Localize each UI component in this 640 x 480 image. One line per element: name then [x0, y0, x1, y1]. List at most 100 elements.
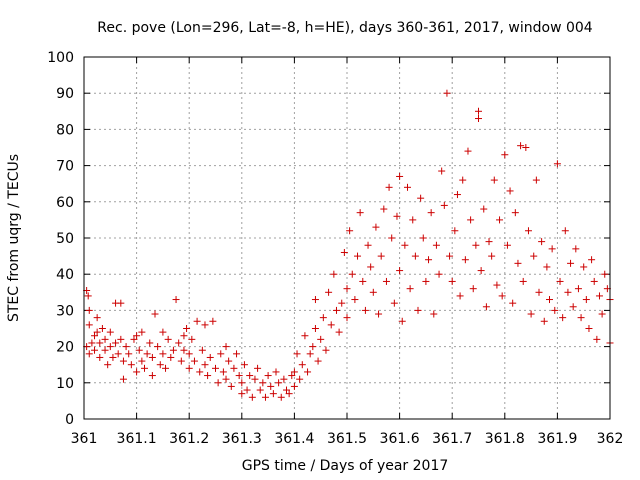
- data-point: [93, 328, 101, 336]
- data-point: [456, 292, 464, 300]
- data-point: [185, 350, 193, 358]
- data-point: [309, 343, 317, 351]
- x-tick-label: 361.5: [327, 431, 367, 447]
- data-point: [519, 277, 527, 285]
- data-point: [506, 187, 514, 195]
- data-point: [201, 321, 209, 329]
- data-point: [169, 346, 177, 354]
- y-tick-label: 60: [56, 195, 74, 211]
- y-tick-label: 90: [56, 86, 74, 102]
- x-tick-label: 361: [71, 431, 98, 447]
- data-point: [91, 332, 99, 340]
- data-point: [503, 241, 511, 249]
- data-point: [272, 368, 280, 376]
- data-point: [138, 328, 146, 336]
- data-point: [138, 357, 146, 365]
- x-tick-label: 361.4: [274, 431, 314, 447]
- data-point: [393, 212, 401, 220]
- data-point: [390, 299, 398, 307]
- data-point: [240, 361, 248, 369]
- data-point: [477, 267, 485, 275]
- data-point: [106, 328, 114, 336]
- data-point: [85, 321, 93, 329]
- data-point: [364, 241, 372, 249]
- data-point: [91, 346, 99, 354]
- data-point: [385, 183, 393, 191]
- data-point: [417, 194, 425, 202]
- data-point: [538, 238, 546, 246]
- y-tick-label: 50: [56, 231, 74, 247]
- data-point: [346, 227, 354, 235]
- data-point: [193, 317, 201, 325]
- data-point: [117, 335, 125, 343]
- data-point: [380, 205, 388, 213]
- data-point: [201, 361, 209, 369]
- x-tick-labels: 361 361.1 361.2 361.3 361.4 361.5 361.6 361.7 36…: [71, 431, 624, 447]
- data-point: [214, 379, 222, 387]
- data-point: [485, 238, 493, 246]
- data-point: [264, 372, 272, 380]
- x-tick-label: 361.7: [432, 431, 472, 447]
- data-point: [401, 241, 409, 249]
- data-point: [109, 353, 117, 361]
- data-point: [114, 350, 122, 358]
- data-point: [269, 390, 277, 398]
- data-point: [451, 227, 459, 235]
- x-axis-label: GPS time / Days of year 2017: [242, 458, 449, 474]
- data-point: [517, 142, 525, 150]
- data-point: [306, 350, 314, 358]
- data-point: [88, 339, 96, 347]
- data-point: [112, 339, 120, 347]
- data-point: [254, 364, 262, 372]
- chart-title: Rec. pove (Lon=296, Lat=-8, h=HE), days …: [97, 20, 593, 36]
- data-point: [488, 252, 496, 260]
- data-point: [343, 314, 351, 322]
- data-point: [196, 368, 204, 376]
- y-axis-label: STEC from uqrg / TECUs: [6, 154, 22, 322]
- data-point: [561, 227, 569, 235]
- data-point: [280, 375, 288, 383]
- data-point: [185, 364, 193, 372]
- y-tick-label: 70: [56, 159, 74, 175]
- data-point: [133, 332, 141, 340]
- data-point: [440, 201, 448, 209]
- data-point: [509, 299, 517, 307]
- y-tick-label: 80: [56, 122, 74, 138]
- data-point: [243, 386, 251, 394]
- data-point: [285, 390, 293, 398]
- data-point: [159, 328, 167, 336]
- data-point: [233, 350, 241, 358]
- data-point: [369, 288, 377, 296]
- data-point: [540, 317, 548, 325]
- data-point: [482, 303, 490, 311]
- data-point: [546, 296, 554, 304]
- data-point: [501, 151, 509, 159]
- data-point: [251, 375, 259, 383]
- data-point: [180, 332, 188, 340]
- data-point: [601, 270, 609, 278]
- data-point: [222, 343, 230, 351]
- data-point: [156, 361, 164, 369]
- data-point: [96, 353, 104, 361]
- data-point: [135, 346, 143, 354]
- data-point: [98, 325, 106, 332]
- data-point: [453, 191, 461, 199]
- data-point: [106, 343, 114, 351]
- data-point: [288, 372, 296, 380]
- data-point: [375, 310, 383, 318]
- data-point: [151, 310, 159, 318]
- data-point: [235, 372, 243, 380]
- data-point: [104, 361, 112, 369]
- data-point: [238, 390, 246, 398]
- data-point: [227, 382, 235, 390]
- data-point: [582, 296, 590, 304]
- data-point: [588, 256, 596, 264]
- y-tick-label: 0: [65, 412, 74, 428]
- data-point: [261, 393, 269, 401]
- data-point: [259, 379, 267, 387]
- data-point: [311, 325, 319, 332]
- data-point: [267, 382, 275, 390]
- data-point: [580, 263, 588, 271]
- data-point: [133, 368, 141, 376]
- data-point: [101, 346, 109, 354]
